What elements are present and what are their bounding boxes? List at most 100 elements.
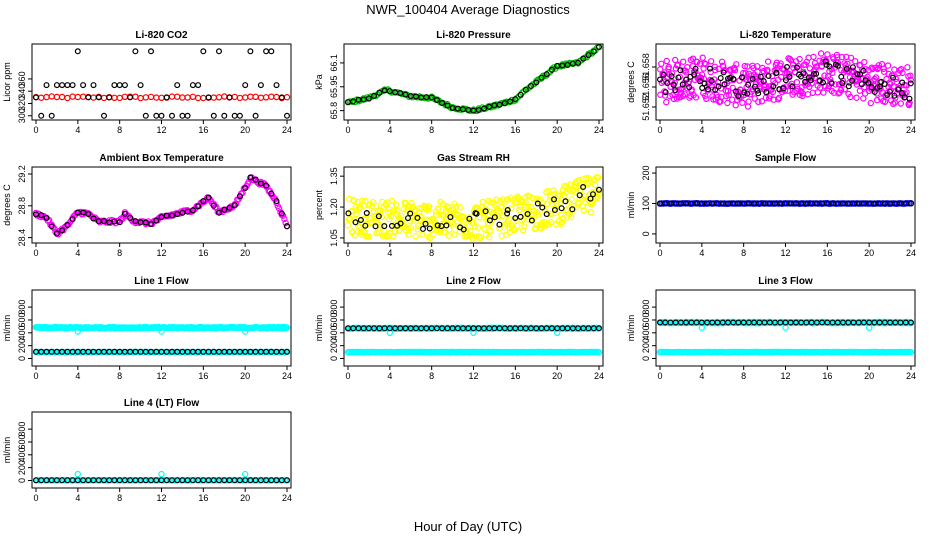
data-point [257,82,264,89]
data-point [414,214,421,221]
data-point [368,218,375,226]
data-point [486,233,493,241]
data-point [90,215,97,222]
data-point [881,98,889,106]
y-tick-label: 800 [17,422,27,437]
series-raw [32,174,291,238]
data-point [715,83,722,90]
x-tick-label: 16 [198,248,208,258]
data-point [473,210,480,217]
data-point [663,57,670,65]
series-average [656,200,914,207]
data-point [512,96,519,103]
data-point [100,112,107,119]
data-point [153,112,160,119]
panel-title: Sample Flow [755,153,816,164]
data-point [701,80,708,87]
data-point [780,85,787,92]
data-point [828,80,835,87]
x-tick-label: 20 [864,248,874,258]
y-tick-label: 400 [17,325,27,340]
data-point [100,94,108,102]
data-point [662,89,669,96]
data-point [899,69,906,77]
y-tick-label: 0 [17,478,27,483]
data-point [817,50,825,57]
series-average [32,477,291,484]
data-point [856,71,863,78]
data-point [802,78,809,85]
data-point [765,72,772,79]
data-point [672,87,679,94]
data-point [745,81,752,88]
data-point [861,58,868,66]
x-tick-label: 8 [117,125,122,135]
panel-title: Line 3 Flow [758,276,813,287]
data-point [519,227,527,234]
data-point [488,216,495,224]
data-point [668,70,676,77]
data-point [841,86,848,93]
data-point [898,65,905,73]
y-tick-label: 51.658 [641,53,651,81]
data-point [759,64,766,72]
data-point [74,93,82,101]
data-point [189,207,196,214]
data-point [247,48,254,55]
data-point [419,231,426,238]
data-point [360,227,367,235]
data-point [847,54,855,62]
data-point [564,61,571,68]
data-point [714,78,722,86]
data-point [221,112,228,119]
data-point [691,71,698,78]
x-tick-label: 12 [468,248,478,258]
x-tick-label: 16 [822,248,832,258]
data-point [668,73,675,80]
data-point [678,85,686,92]
x-tick-label: 24 [594,371,604,381]
panel-title: Line 2 Flow [446,276,501,287]
y-tick-label: 200 [329,338,339,353]
data-point [558,205,565,212]
data-point [820,89,827,96]
data-point [179,94,186,101]
data-point [692,94,700,101]
data-point [741,89,748,96]
data-point [556,199,564,206]
data-point [512,215,519,222]
panel-title: Line 4 (LT) Flow [124,398,200,409]
data-point [142,112,149,119]
data-point [720,69,727,76]
x-tick-label: 8 [741,371,746,381]
x-tick-label: 12 [468,125,478,135]
data-point [674,61,682,68]
data-point [32,94,39,101]
data-point [543,71,550,78]
data-point [740,91,748,99]
data-point [268,48,275,55]
data-point [658,60,665,68]
data-point [580,207,588,214]
data-point [236,193,243,200]
y-tick-label: 28.4 [17,229,27,247]
data-point [899,79,906,86]
data-point [773,69,780,76]
data-point [907,200,914,207]
x-tick-label: 24 [282,125,292,135]
x-tick-label: 4 [699,125,704,135]
x-tick-label: 12 [156,125,166,135]
data-point [868,64,876,71]
data-point [786,55,794,63]
data-point [273,82,280,89]
data-point [420,225,427,232]
data-point [507,205,515,212]
data-point [173,93,181,100]
data-point [763,89,770,96]
data-point [257,180,264,187]
data-point [507,98,514,105]
data-point [677,86,685,93]
data-point [362,197,369,205]
data-point [837,86,845,94]
data-point [189,93,197,101]
